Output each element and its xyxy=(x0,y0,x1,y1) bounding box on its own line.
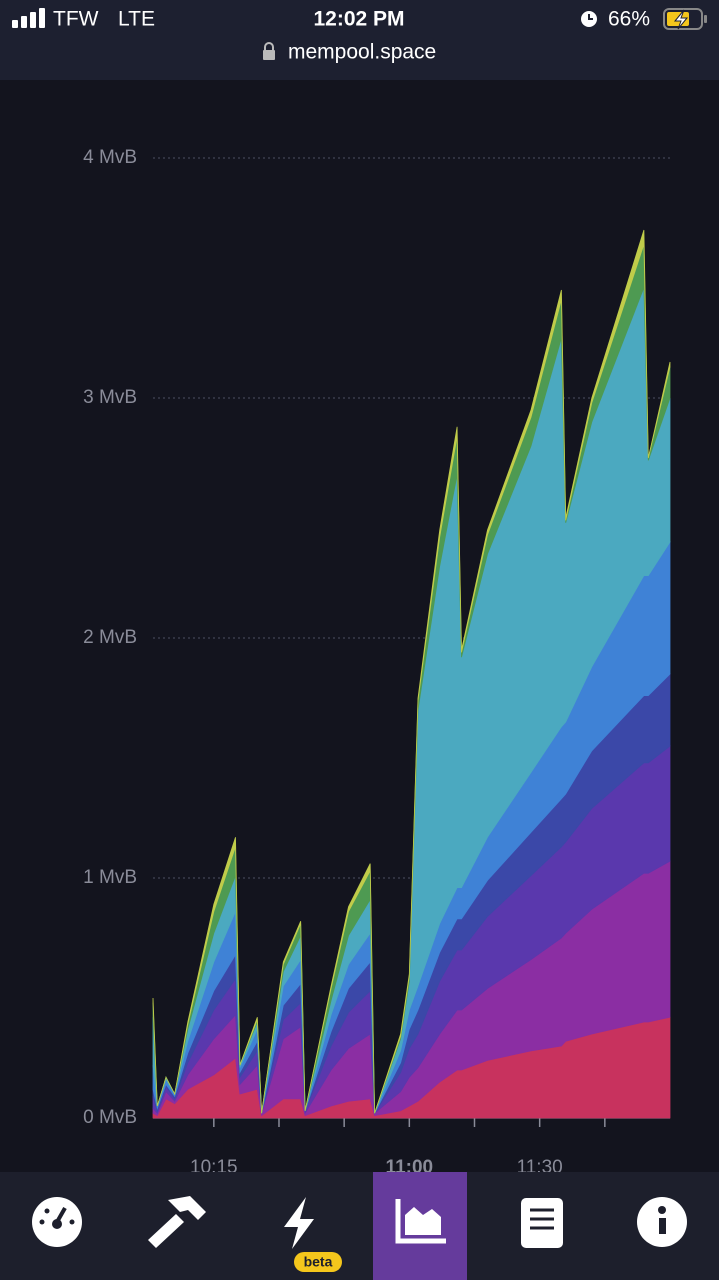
y-tick-label: 4 MvB xyxy=(83,147,137,168)
y-tick-label: 3 MvB xyxy=(83,387,137,408)
nav-lightning[interactable]: beta xyxy=(284,1197,342,1272)
url[interactable]: mempool.space xyxy=(288,41,436,64)
y-tick-label: 0 MvB xyxy=(83,1107,137,1128)
nav-bar xyxy=(0,1172,719,1280)
lock-icon xyxy=(263,42,275,60)
alarm-icon xyxy=(581,11,597,27)
nav-dashboard[interactable] xyxy=(32,1197,82,1247)
y-tick-label: 2 MvB xyxy=(83,627,137,648)
signal-icon xyxy=(12,8,45,28)
nav-docs[interactable] xyxy=(521,1198,563,1248)
status-bar xyxy=(0,0,719,80)
nav-about[interactable] xyxy=(637,1197,687,1247)
battery-level: 66% xyxy=(608,8,650,31)
beta-badge: beta xyxy=(304,1254,333,1270)
nav-mining[interactable] xyxy=(148,1196,206,1248)
nav-graphs[interactable] xyxy=(395,1199,446,1244)
battery-icon xyxy=(663,8,707,30)
area xyxy=(152,229,671,1114)
y-tick-label: 1 MvB xyxy=(83,867,137,888)
network: LTE xyxy=(118,8,155,31)
clock: 12:02 PM xyxy=(313,8,404,31)
carrier: TFW xyxy=(53,8,99,31)
